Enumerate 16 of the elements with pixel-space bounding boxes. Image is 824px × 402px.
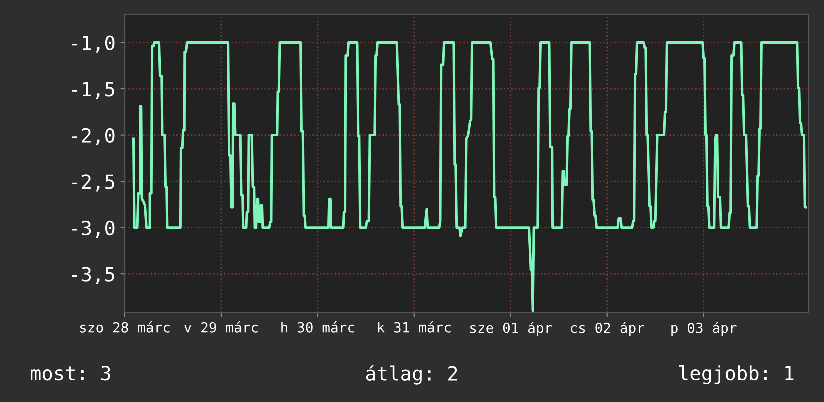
x-tick-label: cs 02 ápr [571, 322, 644, 336]
x-tick-label: sze 01 ápr [470, 322, 552, 336]
x-tick-label: h 30 márc [282, 322, 354, 333]
y-tick-label: -3,0 [72, 220, 115, 238]
x-tick-label: k 31 márc [378, 322, 451, 333]
y-tick-label: -3,5 [72, 267, 114, 284]
y-tick-label: -1,0 [72, 36, 115, 53]
y-tick-label: -2,0 [72, 128, 115, 146]
text: átlag: 2 [366, 365, 458, 385]
y-tick-label: -1,5 [72, 82, 114, 100]
y-tick-label: -2,5 [72, 174, 114, 192]
x-tick-label: v 29 márc [184, 322, 258, 333]
text: legjobb: 1 [679, 365, 794, 385]
x-tick-label: szo 28 márc [80, 322, 170, 333]
text: most: 3 [31, 366, 110, 381]
x-tick-label: p 03 ápr [672, 322, 737, 336]
